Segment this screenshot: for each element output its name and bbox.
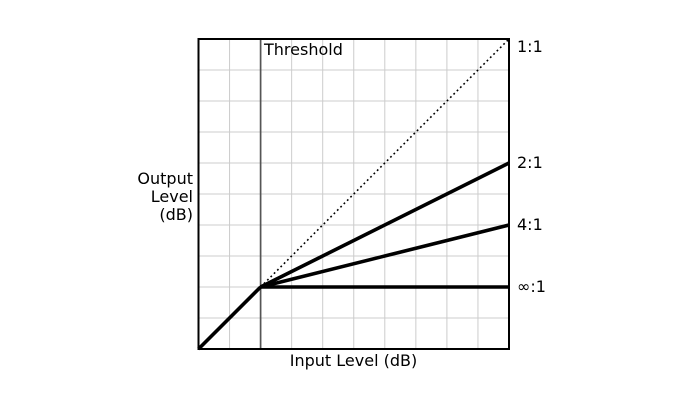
y-axis-label: Output Level (dB) <box>137 170 193 224</box>
y-axis-label-line3: (dB) <box>159 205 193 224</box>
y-axis-label-line2: Level <box>150 187 193 206</box>
y-axis-label-line1: Output <box>137 169 193 188</box>
series-label-4-to-1: 4:1 <box>517 215 543 234</box>
series-label-1-to-1: 1:1 <box>517 37 543 56</box>
series-label-2-to-1: 2:1 <box>517 153 543 172</box>
x-axis-label: Input Level (dB) <box>289 351 418 370</box>
threshold-label: Threshold <box>264 40 343 59</box>
series-label-inf-to-1: ∞:1 <box>517 277 546 296</box>
